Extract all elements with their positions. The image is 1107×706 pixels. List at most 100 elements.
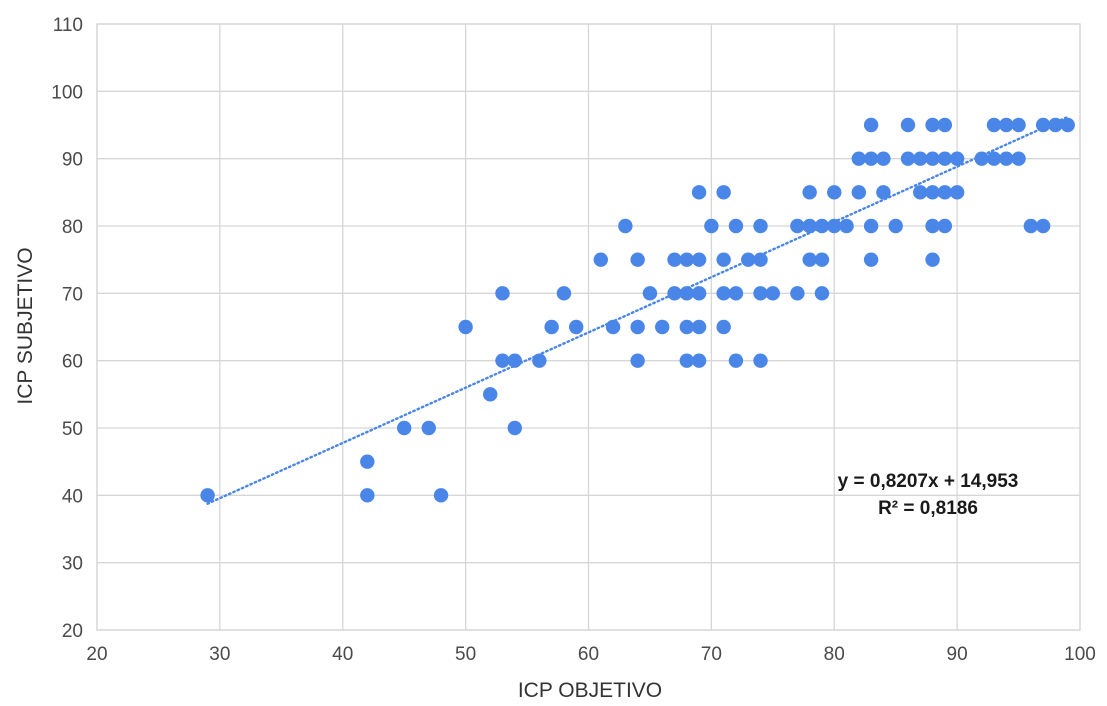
data-point <box>1023 218 1039 234</box>
data-point <box>1011 117 1026 133</box>
data-point <box>765 286 781 301</box>
y-tick-label: 50 <box>62 419 83 440</box>
data-point <box>728 353 744 368</box>
data-point <box>876 185 891 200</box>
data-point <box>691 286 707 301</box>
data-point <box>630 353 645 368</box>
data-point <box>937 185 953 200</box>
trendline-equation: y = 0,8207x + 14,953 <box>838 471 1019 492</box>
data-point <box>753 286 768 301</box>
data-point <box>925 218 940 234</box>
x-axis-label: ICP OBJETIVO <box>518 679 662 702</box>
data-point <box>851 185 867 200</box>
data-point <box>691 252 707 267</box>
data-point <box>839 218 854 234</box>
data-point <box>360 454 375 469</box>
data-point <box>753 252 768 267</box>
data-point <box>1035 117 1051 133</box>
data-point <box>863 218 879 234</box>
data-point <box>618 218 633 234</box>
data-point <box>679 353 694 368</box>
data-point <box>507 353 522 368</box>
data-point <box>925 117 940 133</box>
data-point <box>691 185 707 200</box>
data-point <box>396 420 412 436</box>
trendline-r-squared: R² = 0,8186 <box>878 498 978 519</box>
data-point <box>827 185 842 200</box>
x-tick-label: 80 <box>824 644 845 665</box>
data-point <box>827 218 842 234</box>
x-tick-label: 20 <box>86 644 107 665</box>
data-point <box>814 218 830 234</box>
data-point <box>851 151 867 166</box>
data-point <box>986 117 1002 133</box>
x-tick-label: 50 <box>455 644 476 665</box>
grid-lines <box>96 23 1081 631</box>
data-point <box>507 420 522 436</box>
y-axis-label: ICP SUBJETIVO <box>14 247 37 404</box>
data-point <box>863 151 879 166</box>
data-point <box>679 252 694 267</box>
data-point <box>741 252 756 267</box>
data-point <box>532 353 547 368</box>
data-point <box>691 353 707 368</box>
data-point <box>876 151 891 166</box>
data-point <box>704 218 719 234</box>
data-point <box>925 252 940 267</box>
data-point <box>999 151 1014 166</box>
data-point <box>667 286 682 301</box>
y-tick-label: 80 <box>62 217 83 238</box>
data-point <box>913 185 928 200</box>
data-point <box>974 151 989 166</box>
data-point <box>753 218 768 234</box>
x-tick-label: 100 <box>1064 644 1096 665</box>
data-point <box>863 252 879 267</box>
trendline <box>206 115 1069 505</box>
data-point <box>814 252 830 267</box>
data-points <box>200 117 1075 503</box>
data-point <box>999 117 1014 133</box>
y-tick-label: 20 <box>62 621 83 642</box>
data-point <box>728 286 744 301</box>
data-point <box>900 151 916 166</box>
data-point <box>630 252 645 267</box>
data-point <box>1035 218 1051 234</box>
data-point <box>790 218 805 234</box>
data-point <box>421 420 436 436</box>
data-point <box>937 117 953 133</box>
data-point <box>544 319 559 335</box>
data-point <box>642 286 658 301</box>
data-point <box>802 218 817 234</box>
data-point <box>949 185 965 200</box>
data-point <box>483 387 498 402</box>
data-point <box>679 286 694 301</box>
data-point <box>728 218 744 234</box>
trendline-group <box>206 115 1069 505</box>
data-point <box>814 286 830 301</box>
data-point <box>495 286 510 301</box>
data-point <box>900 117 916 133</box>
data-point <box>925 185 940 200</box>
data-point <box>458 319 473 335</box>
data-point <box>495 353 510 368</box>
data-point <box>1060 117 1075 133</box>
y-tick-label: 60 <box>62 352 83 373</box>
data-point <box>1011 151 1026 166</box>
x-tick-label: 60 <box>578 644 599 665</box>
x-tick-label: 40 <box>332 644 353 665</box>
y-tick-label: 100 <box>51 82 83 103</box>
data-point <box>433 488 449 503</box>
x-tick-label: 90 <box>947 644 968 665</box>
y-axis-ticks: 20 30 40 50 60 70 80 90 100 110 <box>51 15 83 642</box>
data-point <box>716 185 731 200</box>
data-point <box>863 117 879 133</box>
data-point <box>630 319 645 335</box>
data-point <box>593 252 608 267</box>
data-point <box>691 319 707 335</box>
data-point <box>569 319 584 335</box>
x-tick-label: 70 <box>701 644 722 665</box>
data-point <box>716 252 731 267</box>
data-point <box>949 151 965 166</box>
data-point <box>556 286 572 301</box>
data-point <box>679 319 694 335</box>
